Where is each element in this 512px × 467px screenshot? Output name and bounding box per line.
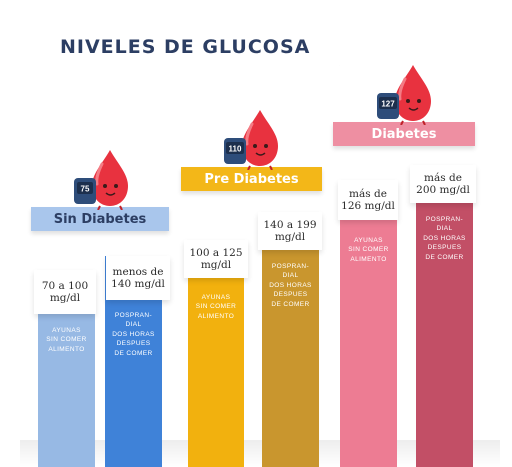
desc-sin-posprandial: POSPRAN- DIAL DOS HORAS DESPUES DE COMER: [112, 312, 155, 357]
range-label-sin-ayunas: 70 a 100 mg/dl: [34, 270, 96, 314]
meter-value-pre-diabetes: 110: [229, 145, 242, 154]
group-banner-diabetes: Diabetes: [333, 122, 475, 146]
range-label-dia-ayunas: más de 126 mg/dl: [338, 180, 398, 220]
range-label-dia-posprandial: más de 200 mg/dl: [410, 165, 476, 203]
group-banner-sin-diabetes: Sin Diabetes: [31, 207, 169, 231]
page-title: NIVELES DE GLUCOSA: [60, 36, 311, 58]
desc-pre-ayunas: AYUNAS SIN COMER ALIMENTO: [195, 294, 237, 320]
bar-dia-posprandial: [416, 195, 473, 467]
desc-dia-posprandial: POSPRAN- DIAL DOS HORAS DESPUES DE COMER: [423, 216, 466, 261]
blood-drop-icon-sin-diabetes: 75: [74, 150, 128, 210]
range-label-pre-ayunas: 100 a 125 mg/dl: [184, 240, 248, 278]
meter-value-diabetes: 127: [381, 100, 395, 109]
group-title-pre-diabetes: Pre Diabetes: [204, 171, 299, 187]
blood-drop-icon-pre-diabetes: 110: [224, 110, 278, 170]
bar-dia-ayunas: [340, 207, 397, 467]
desc-dia-ayunas: AYUNAS SIN COMER ALIMENTO: [348, 237, 389, 263]
title-banner: [0, 18, 350, 66]
blood-drop-icon-diabetes: 127: [377, 65, 431, 125]
group-title-diabetes: Diabetes: [371, 126, 437, 142]
desc-pre-posprandial: POSPRAN- DIAL DOS HORAS DESPUES DE COMER: [269, 263, 312, 308]
meter-value-sin-diabetes: 75: [81, 185, 90, 194]
group-title-sin-diabetes: Sin Diabetes: [53, 211, 147, 227]
bar-pre-posprandial: [262, 224, 319, 467]
group-banner-pre-diabetes: Pre Diabetes: [181, 167, 322, 191]
range-label-sin-posprandial: menos de 140 mg/dl: [106, 256, 170, 300]
range-label-pre-posprandial: 140 a 199 mg/dl: [258, 212, 322, 250]
desc-sin-ayunas: AYUNAS SIN COMER ALIMENTO: [46, 327, 87, 353]
